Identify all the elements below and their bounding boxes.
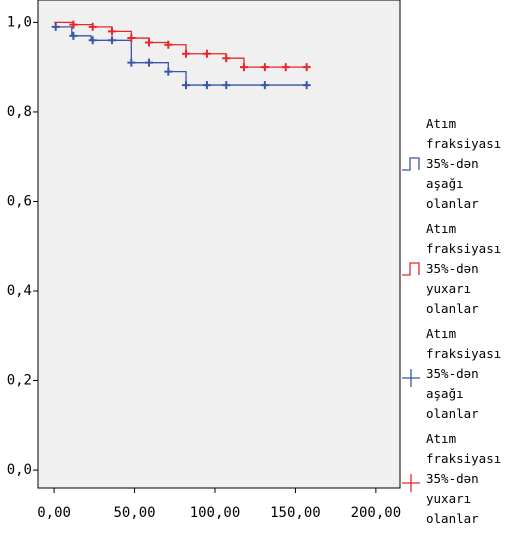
censor-mark	[202, 49, 211, 58]
legend-label-line: Atım	[426, 326, 456, 341]
censor-mark	[88, 36, 97, 45]
x-tick-label: 200,00	[351, 505, 402, 521]
censor-mark	[182, 49, 191, 58]
legend-label-line: fraksiyası	[426, 451, 501, 466]
legend-label-line: aşağı	[426, 176, 464, 191]
legend-label-line: 35%-dən	[426, 156, 479, 171]
legend-label-line: olanlar	[426, 511, 479, 526]
y-tick-label: 0,6	[7, 193, 32, 209]
y-tick-label: 0,8	[7, 104, 32, 120]
legend-label: Atım fraksiyası 35%-dən aşağı olanlar	[426, 326, 501, 421]
censor-mark	[239, 63, 248, 72]
censor-mark	[260, 63, 269, 72]
y-tick-label: 0,2	[7, 373, 32, 389]
legend-label: Atım fraksiyası 35%-dən aşağı olanlar	[426, 116, 501, 211]
censor-mark	[260, 81, 269, 90]
censor-mark	[69, 20, 78, 29]
legend-label: Atım fraksiyası 35%-dən yuxarı olanlar	[426, 431, 501, 526]
censor-mark	[108, 36, 117, 45]
censor-mark	[127, 34, 136, 43]
legend-label: Atım fraksiyası 35%-dən yuxarı olanlar	[426, 221, 501, 316]
censor-mark	[108, 27, 117, 36]
censor-mark	[222, 54, 231, 63]
censor-mark	[302, 63, 311, 72]
censor-mark	[182, 81, 191, 90]
censor-mark	[222, 81, 231, 90]
legend-symbol	[402, 262, 420, 276]
legend-label-line: fraksiyası	[426, 346, 501, 361]
censor-mark	[164, 40, 173, 49]
legend-label-line: olanlar	[426, 406, 479, 421]
censor-mark	[302, 81, 311, 90]
legend-label-line: 35%-dən	[426, 261, 479, 276]
legend-symbol	[402, 157, 420, 171]
legend-label-line: Atım	[426, 221, 456, 236]
x-tick-label: 100,00	[190, 505, 241, 521]
x-tick-label: 0,00	[37, 505, 71, 521]
legend-label-line: olanlar	[426, 196, 479, 211]
censor-mark	[51, 22, 60, 31]
legend-label-line: Atım	[426, 116, 456, 131]
censor-mark	[69, 31, 78, 40]
censor-mark	[202, 81, 211, 90]
legend-label-line: aşağı	[426, 386, 464, 401]
legend-label-line: Atım	[426, 431, 456, 446]
y-tick-label: 0,0	[7, 462, 32, 478]
legend-symbol	[402, 369, 420, 387]
censor-mark	[164, 67, 173, 76]
censor-mark	[127, 58, 136, 67]
censor-mark	[88, 22, 97, 31]
y-tick-label: 0,4	[7, 283, 32, 299]
legend-label-line: yuxarı	[426, 491, 471, 506]
censor-mark	[281, 63, 290, 72]
y-tick-label: 1,0	[7, 14, 32, 30]
x-tick-label: 50,00	[113, 505, 155, 521]
legend-label-line: fraksiyası	[426, 241, 501, 256]
censor-mark	[145, 38, 154, 47]
censor-mark	[145, 58, 154, 67]
plot-area	[37, 0, 401, 489]
survival-line	[54, 26, 307, 86]
x-tick-label: 150,00	[270, 505, 321, 521]
legend-label-line: 35%-dən	[426, 471, 479, 486]
legend-label-line: 35%-dən	[426, 366, 479, 381]
legend-symbol	[402, 474, 420, 492]
legend-label-line: yuxarı	[426, 281, 471, 296]
legend-label-line: olanlar	[426, 301, 479, 316]
legend-label-line: fraksiyası	[426, 136, 501, 151]
